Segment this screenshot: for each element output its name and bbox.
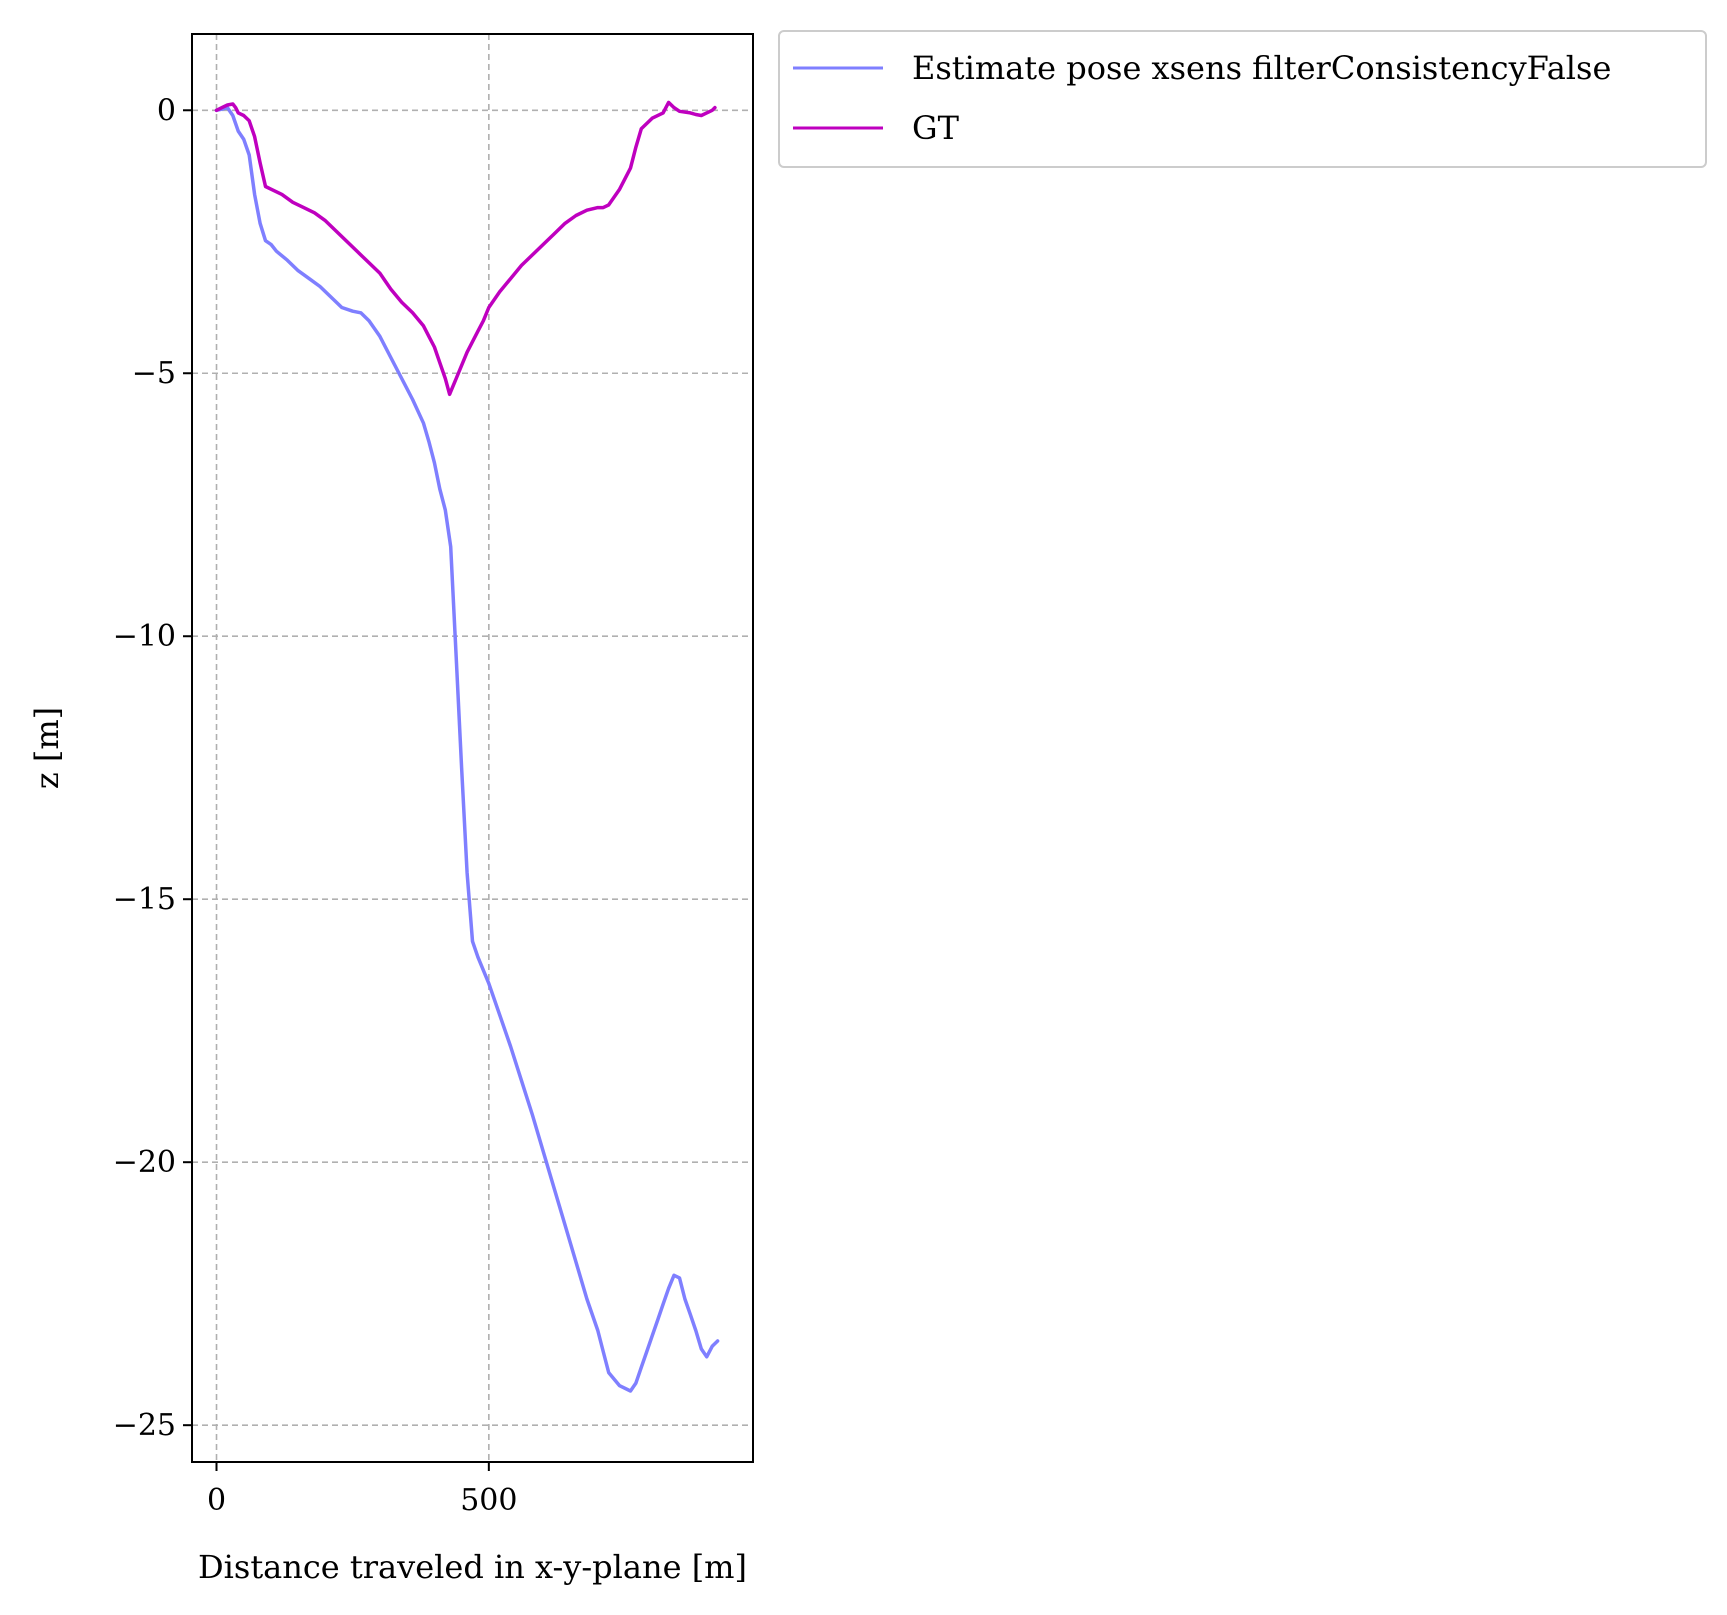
axis-ticks: 0 500 0 −5 −10 −15 −20 −25 xyxy=(113,93,518,1518)
legend-box xyxy=(778,30,1707,168)
y-axis-label: z [m] xyxy=(28,707,66,789)
y-tick-label: −25 xyxy=(113,1408,176,1443)
x-axis-label: Distance traveled in x-y-plane [m] xyxy=(198,1548,747,1586)
legend-entry-estimate: Estimate pose xsens filterConsistencyFal… xyxy=(912,49,1611,87)
series-line-estimate xyxy=(214,105,720,1393)
series-layer xyxy=(214,100,720,1393)
y-tick-label: −10 xyxy=(113,619,176,654)
y-tick-label: −15 xyxy=(113,882,176,917)
y-tick-label: −20 xyxy=(113,1145,176,1180)
plot-area-frame xyxy=(191,33,754,1463)
x-tick-label: 500 xyxy=(460,1483,517,1518)
series-line-gt xyxy=(214,100,717,397)
legend-entry-gt: GT xyxy=(912,109,960,147)
x-tick-label: 0 xyxy=(207,1483,226,1518)
y-tick-label: 0 xyxy=(157,93,176,128)
y-tick-label: −5 xyxy=(132,356,176,391)
legend: Estimate pose xsens filterConsistencyFal… xyxy=(778,30,1707,168)
grid xyxy=(192,34,753,1462)
